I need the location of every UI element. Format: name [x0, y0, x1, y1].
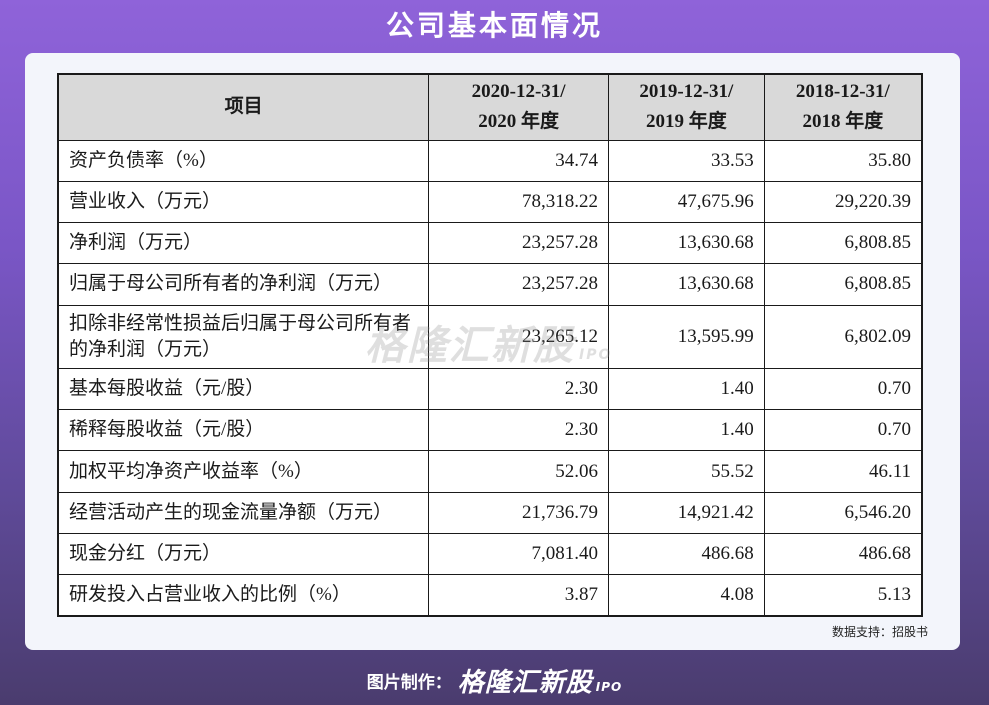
- table-row: 资产负债率（%） 34.74 33.53 35.80: [57, 139, 923, 182]
- cell-2019: 486.68: [607, 532, 765, 576]
- footer-label: 图片制作：: [366, 672, 452, 693]
- row-item: 经营活动产生的现金流量净额（万元）: [57, 491, 430, 534]
- cell-2019: 13,630.68: [607, 263, 765, 306]
- cell-2019: 13,630.68: [607, 221, 765, 265]
- cell-2018: 6,802.09: [763, 304, 923, 369]
- cell-2018: 35.80: [763, 139, 923, 182]
- header-2020-year: 2020 年度: [478, 111, 559, 133]
- cell-2019: 1.40: [607, 367, 765, 411]
- header-2018: 2018-12-31/ 2018 年度: [763, 73, 923, 141]
- row-item: 研发投入占营业收入的比例（%）: [57, 574, 430, 617]
- cell-2020: 2.30: [428, 367, 609, 411]
- header-2018-year: 2018 年度: [802, 111, 884, 133]
- cell-2018: 5.13: [763, 574, 923, 617]
- header-2019-year: 2019 年度: [645, 111, 727, 133]
- header-2018-date: 2018-12-31/: [795, 81, 890, 103]
- table-row: 加权平均净资产收益率（%） 52.06 55.52 46.11: [57, 450, 923, 493]
- cell-2018: 46.11: [763, 450, 923, 493]
- cell-2020: 23,257.28: [428, 263, 609, 306]
- table-row: 净利润（万元） 23,257.28 13,630.68 6,808.85: [57, 221, 923, 265]
- cell-2020: 2.30: [428, 409, 609, 452]
- page-title: 公司基本面情况: [385, 9, 603, 42]
- cell-2019: 55.52: [607, 450, 765, 493]
- cell-2018: 486.68: [763, 532, 923, 576]
- row-item: 资产负债率（%）: [57, 139, 430, 182]
- table-row: 经营活动产生的现金流量净额（万元） 21,736.79 14,921.42 6,…: [57, 491, 923, 534]
- footer-logo: 格隆汇新股 IPO: [458, 662, 622, 699]
- cell-2020: 3.87: [428, 574, 609, 617]
- table-header-row: 项目 2020-12-31/ 2020 年度 2019-12-31/ 2019 …: [57, 73, 923, 141]
- cell-2018: 6,546.20: [763, 491, 923, 534]
- cell-2020: 78,318.22: [428, 180, 609, 224]
- table-row: 扣除非经常性损益后归属于母公司所有者的净利润（万元） 23,265.12 13,…: [57, 304, 923, 369]
- row-item: 基本每股收益（元/股）: [57, 367, 430, 411]
- cell-2019: 33.53: [607, 139, 765, 182]
- table-row: 营业收入（万元） 78,318.22 47,675.96 29,220.39: [57, 180, 923, 224]
- table-row: 现金分红（万元） 7,081.40 486.68 486.68: [57, 532, 923, 576]
- financial-table: 项目 2020-12-31/ 2020 年度 2019-12-31/ 2019 …: [57, 73, 923, 617]
- cell-2019: 14,921.42: [607, 491, 765, 534]
- row-item: 现金分红（万元）: [57, 532, 430, 576]
- cell-2020: 52.06: [428, 450, 609, 493]
- row-item: 净利润（万元）: [57, 221, 430, 265]
- row-item: 归属于母公司所有者的净利润（万元）: [57, 263, 430, 306]
- cell-2018: 0.70: [763, 367, 923, 411]
- cell-2020: 7,081.40: [428, 532, 609, 576]
- table-row: 基本每股收益（元/股） 2.30 1.40 0.70: [57, 367, 923, 411]
- data-source-note: 数据支持：招股书: [831, 625, 928, 639]
- header-item: 项目: [57, 73, 430, 141]
- content-card: 项目 2020-12-31/ 2020 年度 2019-12-31/ 2019 …: [25, 53, 960, 650]
- footer-logo-text: 格隆汇新股: [457, 667, 593, 698]
- table-row: 研发投入占营业收入的比例（%） 3.87 4.08 5.13: [57, 574, 923, 617]
- cell-2018: 29,220.39: [763, 180, 923, 224]
- cell-2020: 34.74: [428, 139, 609, 182]
- header-2020-date: 2020-12-31/: [471, 81, 566, 103]
- row-item: 扣除非经常性损益后归属于母公司所有者的净利润（万元）: [57, 304, 430, 369]
- cell-2019: 13,595.99: [607, 304, 765, 369]
- cell-2018: 6,808.85: [763, 263, 923, 306]
- row-item: 稀释每股收益（元/股）: [57, 409, 430, 452]
- table-row: 稀释每股收益（元/股） 2.30 1.40 0.70: [57, 409, 923, 452]
- cell-2019: 4.08: [607, 574, 765, 617]
- cell-2020: 23,265.12: [428, 304, 609, 369]
- header-2019: 2019-12-31/ 2019 年度: [607, 73, 765, 141]
- table-row: 归属于母公司所有者的净利润（万元） 23,257.28 13,630.68 6,…: [57, 263, 923, 306]
- row-item: 营业收入（万元）: [57, 180, 430, 224]
- footer: 图片制作： 格隆汇新股 IPO: [0, 660, 989, 700]
- footer-logo-ipo: IPO: [595, 679, 623, 694]
- cell-2018: 6,808.85: [763, 221, 923, 265]
- header-2019-date: 2019-12-31/: [639, 81, 734, 103]
- cell-2018: 0.70: [763, 409, 923, 452]
- header-2020: 2020-12-31/ 2020 年度: [428, 73, 609, 141]
- cell-2020: 23,257.28: [428, 221, 609, 265]
- cell-2019: 47,675.96: [607, 180, 765, 224]
- cell-2019: 1.40: [607, 409, 765, 452]
- cell-2020: 21,736.79: [428, 491, 609, 534]
- row-item: 加权平均净资产收益率（%）: [57, 450, 430, 493]
